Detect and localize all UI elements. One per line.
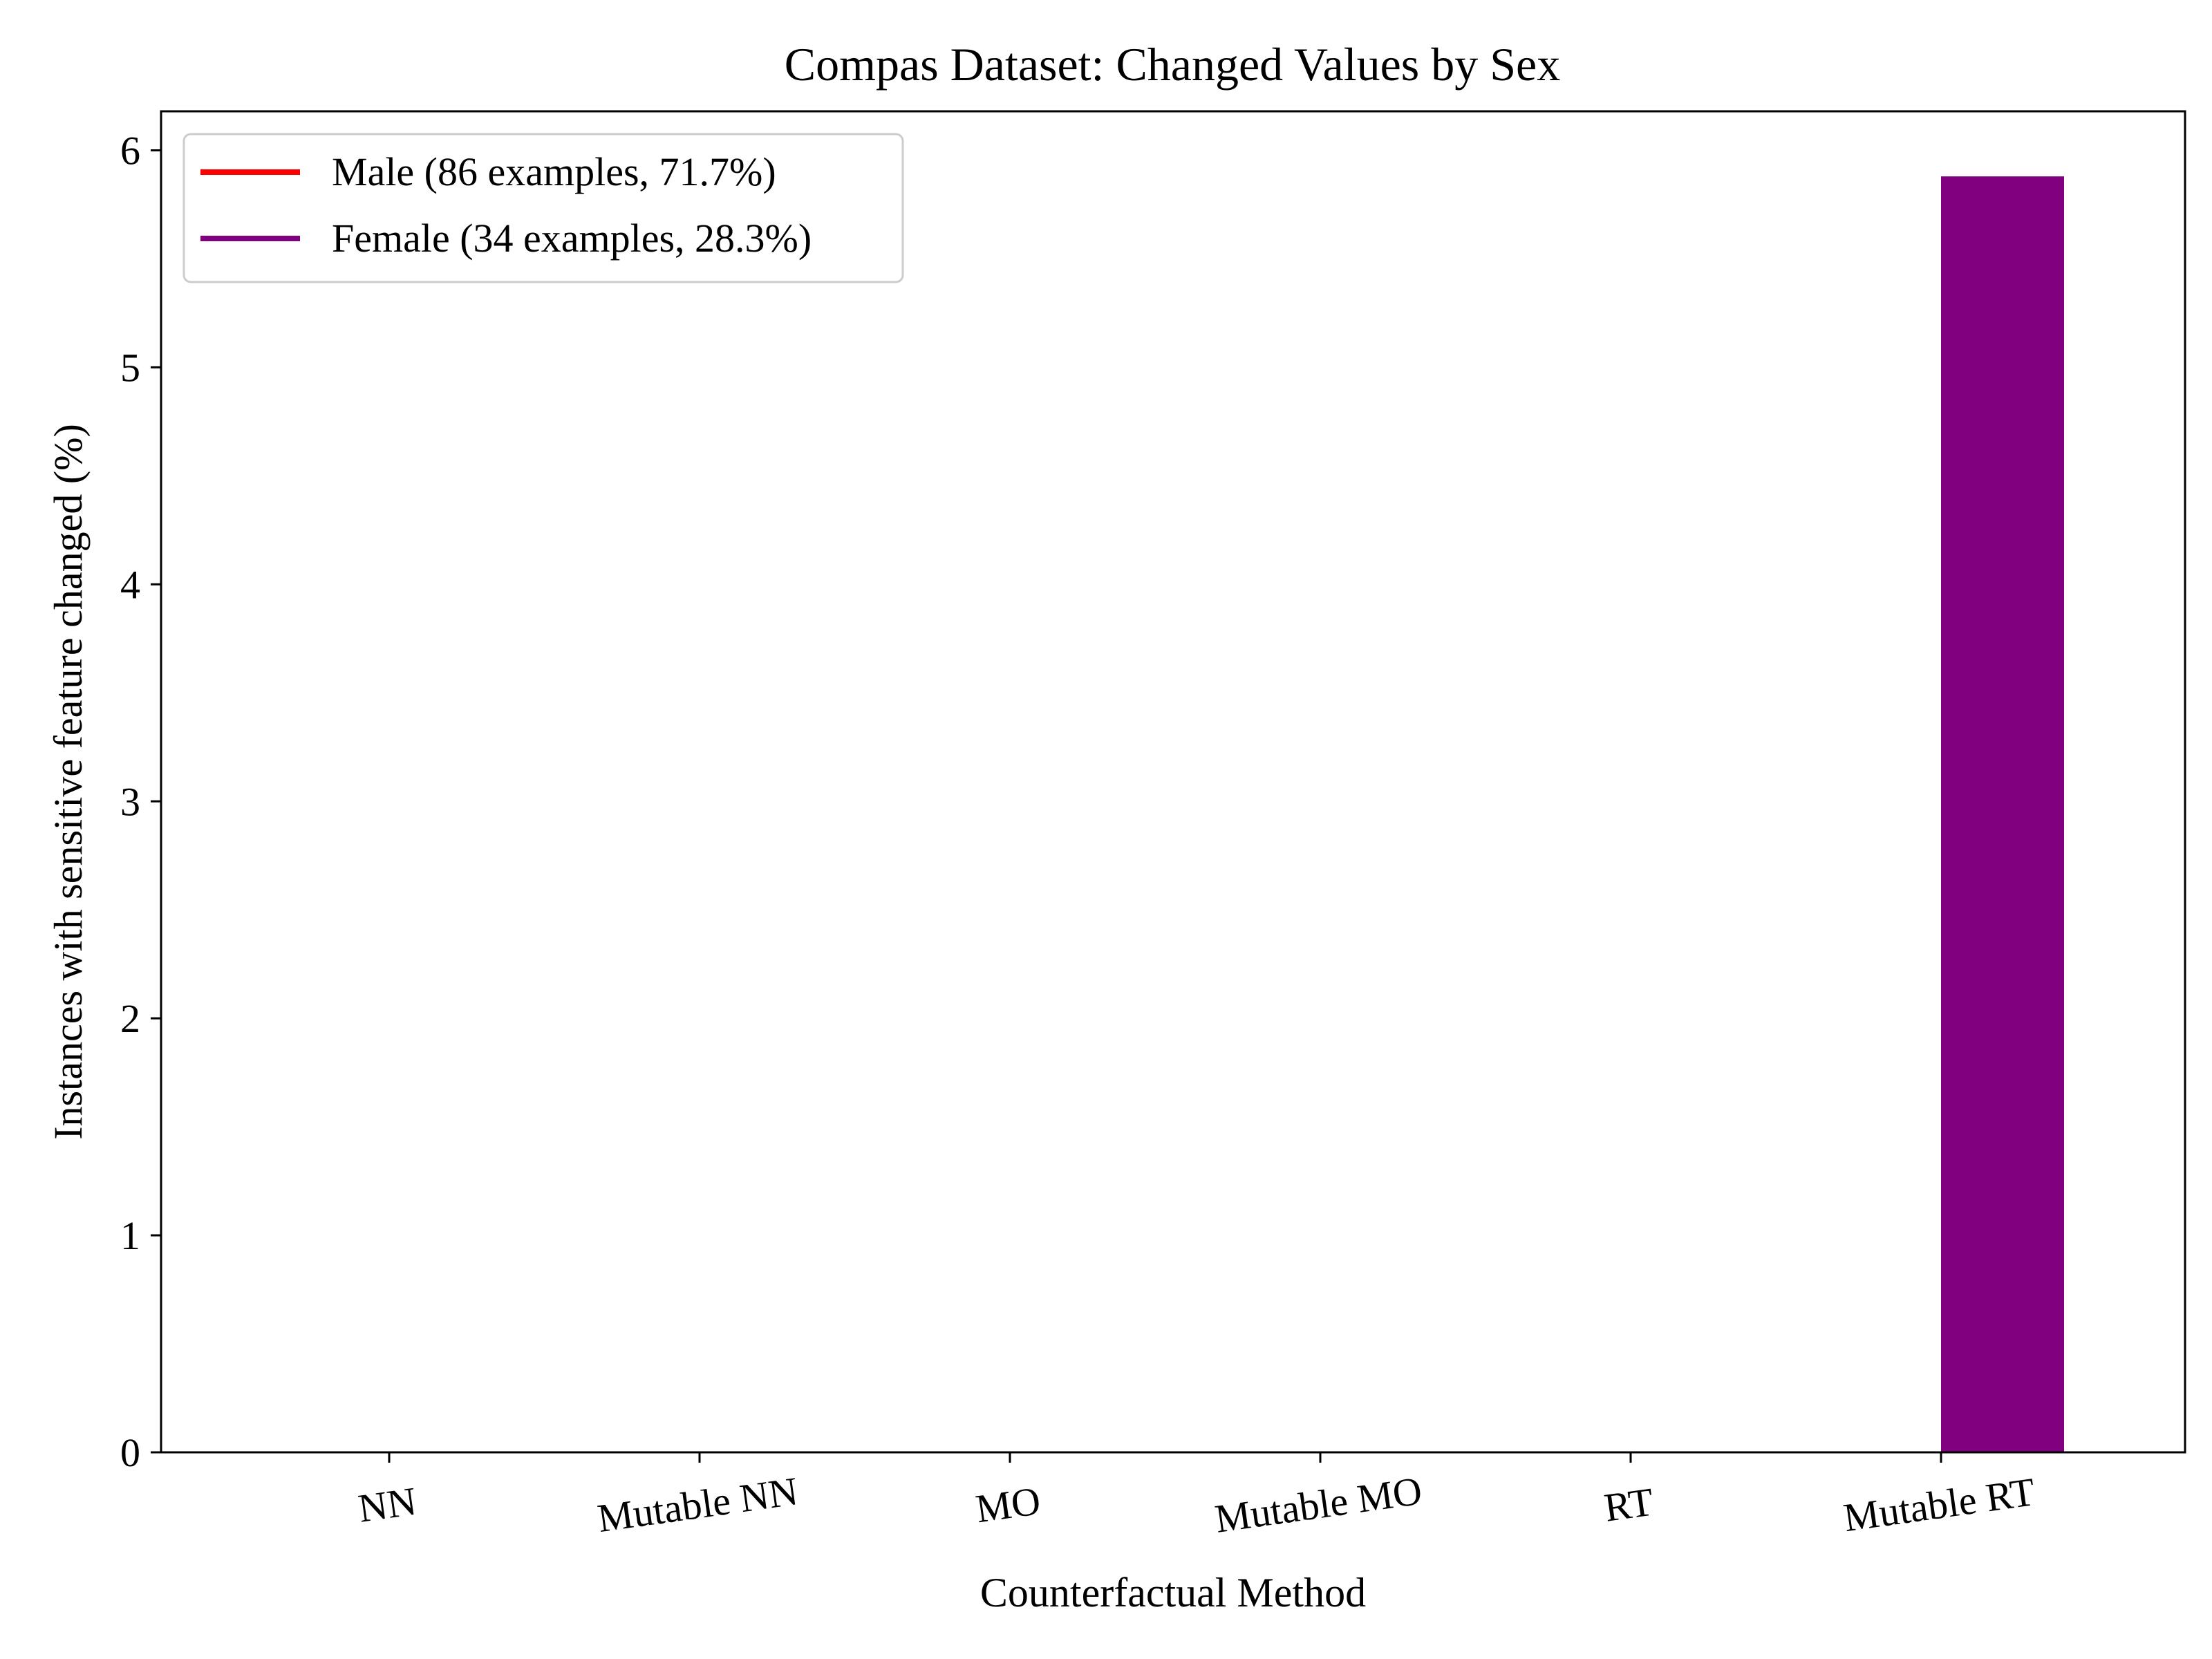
x-tick-label: RT — [1602, 1479, 1656, 1530]
y-tick-label: 2 — [120, 996, 140, 1041]
x-tick-label: NN — [355, 1479, 419, 1531]
bars-group — [1941, 176, 2064, 1452]
y-tick-label: 1 — [120, 1213, 140, 1258]
legend: Male (86 examples, 71.7%) Female (34 exa… — [182, 133, 904, 283]
y-tick-label: 4 — [120, 562, 140, 607]
legend-label-male: Male (86 examples, 71.7%) — [332, 149, 776, 194]
y-axis-label: Instances with sensitive feature changed… — [46, 424, 91, 1140]
y-axis: 0 1 2 3 4 5 6 — [120, 129, 161, 1475]
chart-title: Compas Dataset: Changed Values by Sex — [785, 38, 1560, 91]
y-tick-label: 6 — [120, 129, 140, 174]
x-axis-label: Counterfactual Method — [980, 1570, 1366, 1615]
y-tick-label: 3 — [120, 779, 140, 824]
x-tick-label: MO — [973, 1478, 1043, 1531]
legend-box — [182, 133, 904, 283]
y-tick-label: 0 — [120, 1430, 140, 1475]
bar-female-mutable-rt — [1941, 176, 2064, 1452]
plot-frame — [160, 110, 2186, 1454]
y-tick-label: 5 — [120, 345, 140, 390]
legend-label-female: Female (34 examples, 28.3%) — [332, 216, 812, 261]
plot-area — [160, 110, 2186, 1454]
